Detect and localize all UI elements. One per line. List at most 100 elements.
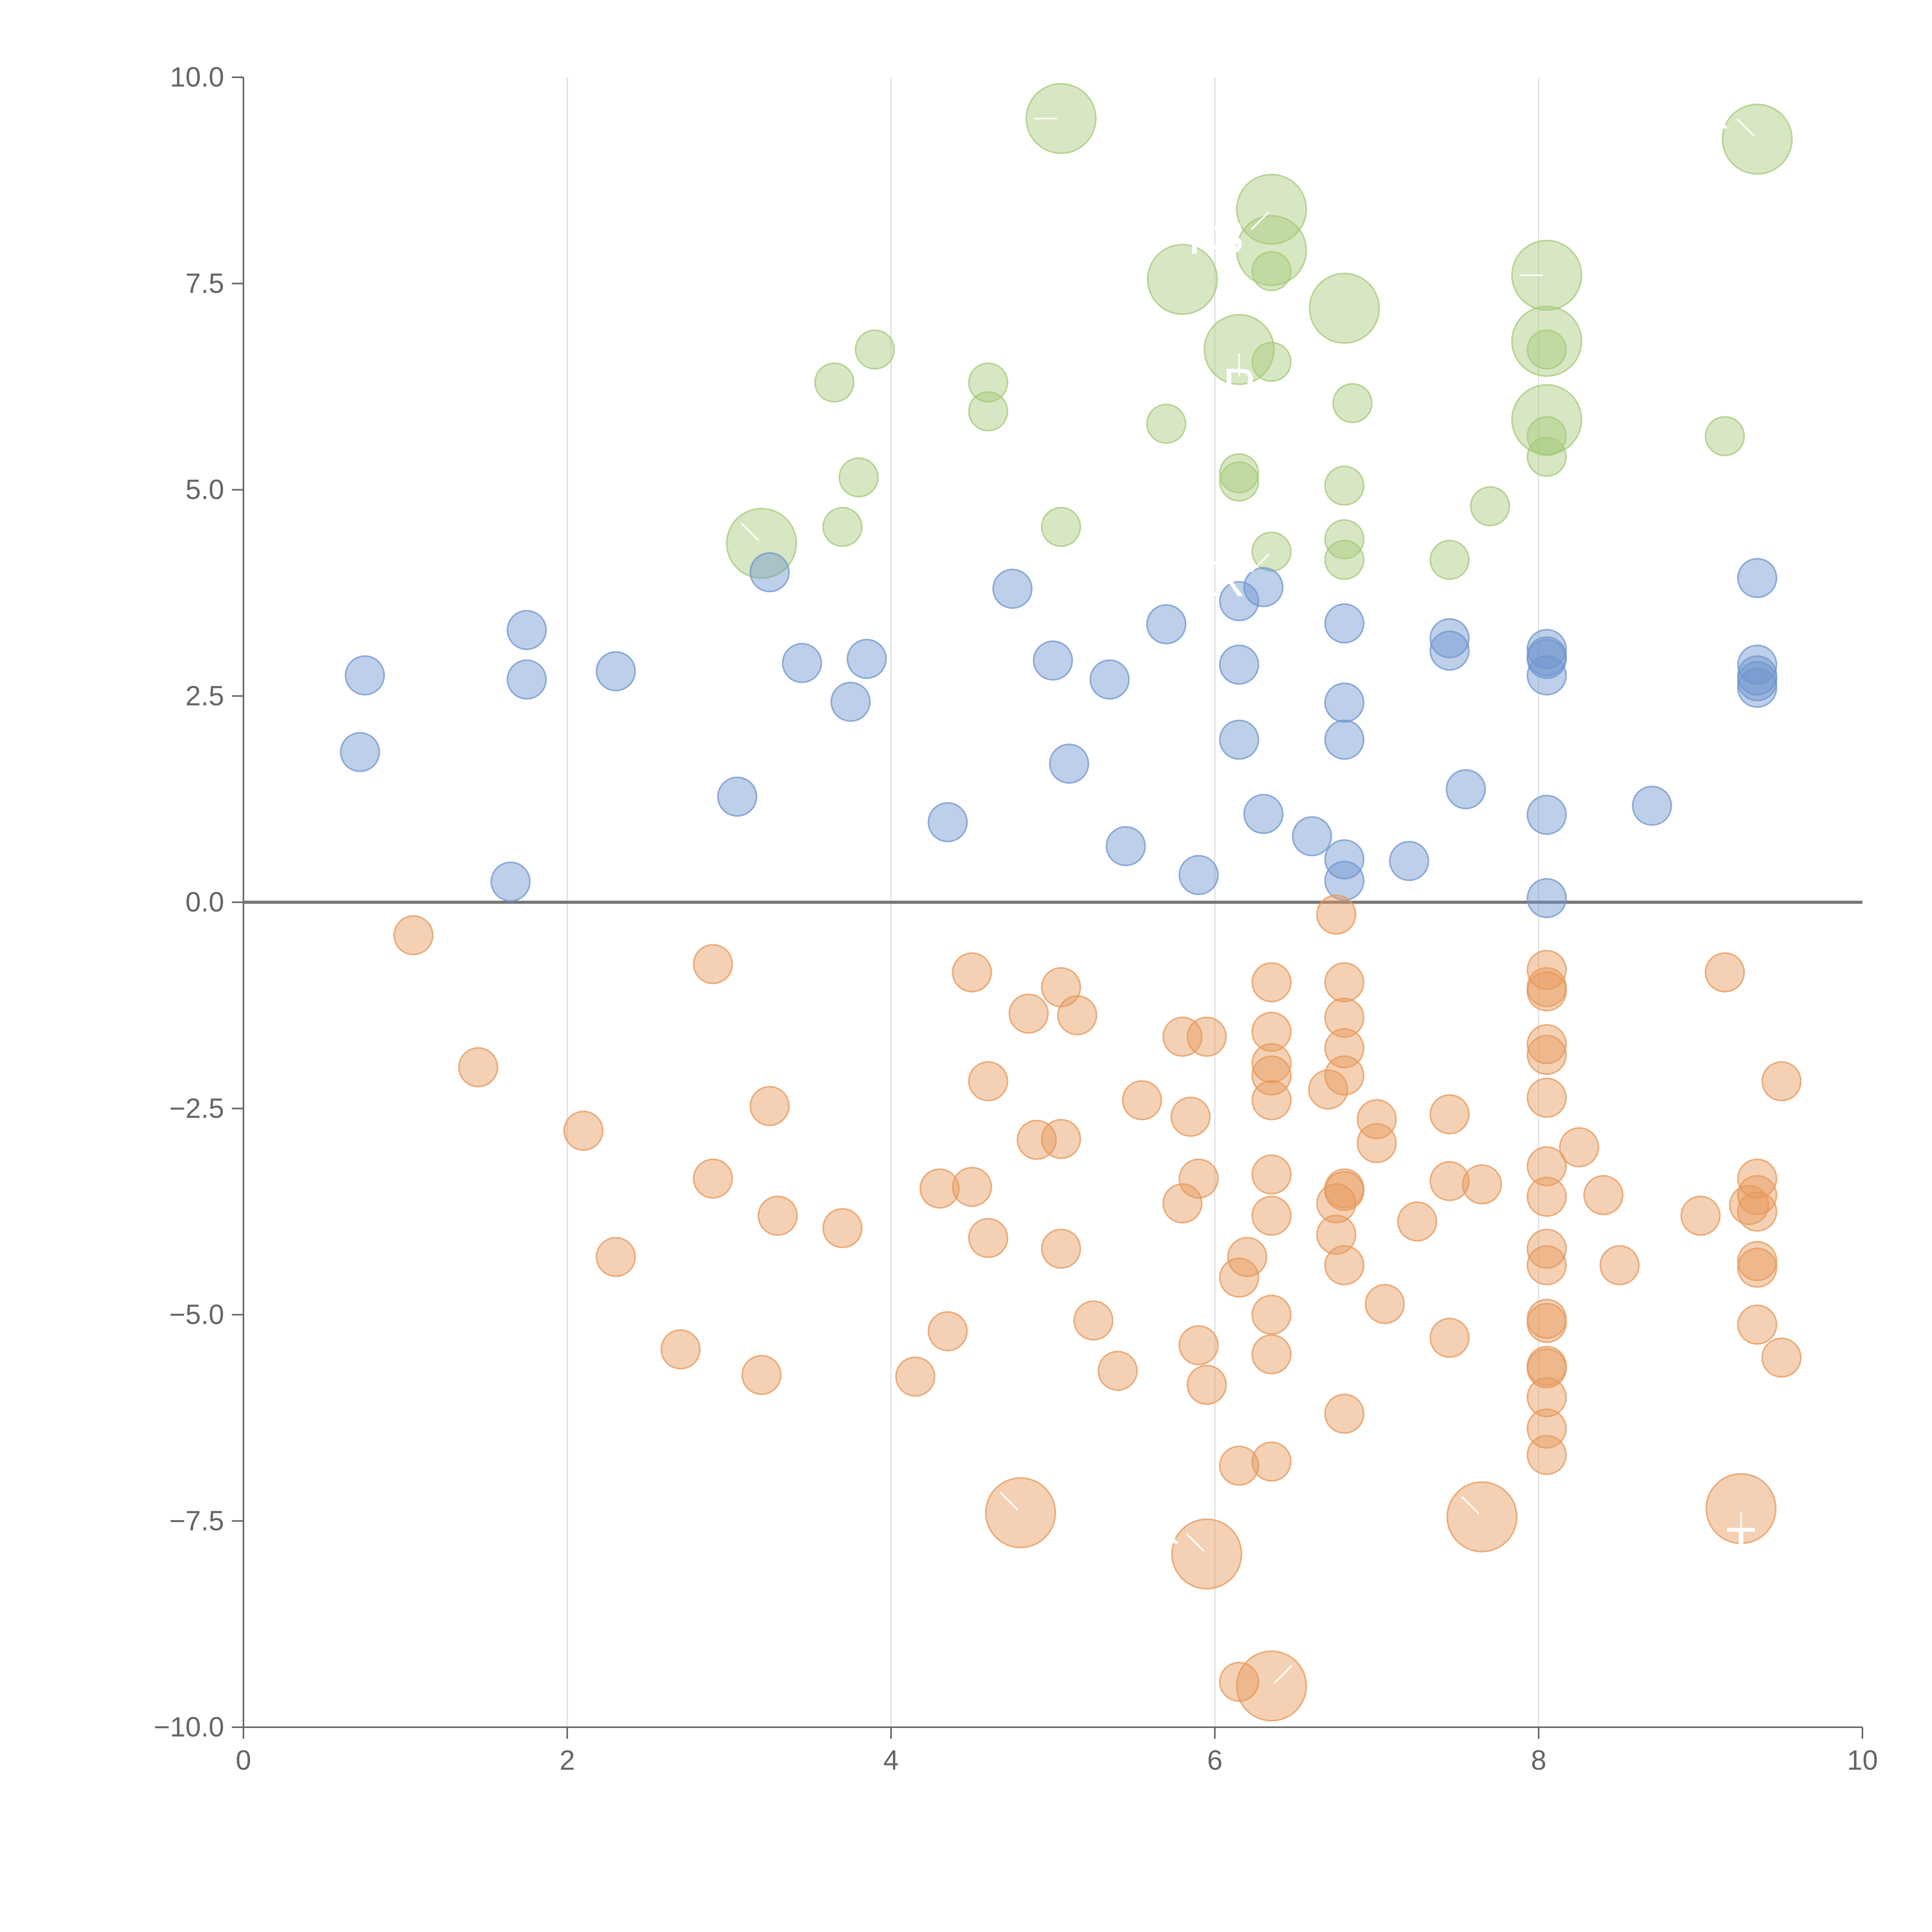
orange-point [1251, 1441, 1292, 1482]
green-point [1219, 461, 1259, 502]
orange-point [1737, 1304, 1777, 1345]
blue-point [749, 552, 790, 592]
orange-point [1251, 1154, 1292, 1195]
blue-point [1089, 659, 1130, 700]
point-label: V [701, 488, 734, 544]
orange-point [1446, 1481, 1518, 1553]
orange-point [1009, 993, 1049, 1034]
x-tick-label: 0 [236, 1745, 251, 1776]
green-point [1526, 329, 1567, 370]
blue-point [1179, 855, 1219, 895]
orange-point [1017, 1119, 1057, 1160]
orange-point [927, 1311, 968, 1352]
orange-point [1429, 1318, 1470, 1358]
green-point [1147, 244, 1218, 315]
orange-point [1429, 1094, 1470, 1134]
y-tick-label: 5.0 [185, 474, 224, 505]
orange-point [1526, 1077, 1567, 1118]
blue-point [1324, 682, 1365, 723]
green-point [1203, 314, 1275, 385]
orange-point [693, 1158, 733, 1199]
blue-point [345, 655, 385, 696]
orange-point [1187, 1364, 1227, 1405]
blue-point [1737, 667, 1777, 708]
blue-point [1737, 645, 1777, 685]
point-label: T [1726, 1518, 1756, 1573]
green-point [1251, 251, 1292, 291]
y-tick-label: 7.5 [185, 268, 224, 299]
orange-point [1162, 1183, 1203, 1224]
orange-point [1219, 1662, 1259, 1702]
orange-point [919, 1168, 960, 1209]
point-label: P [1223, 359, 1255, 414]
green-point [1236, 215, 1307, 286]
green-point [822, 507, 863, 547]
orange-point [1357, 1123, 1397, 1163]
orange-point [1170, 1097, 1211, 1137]
green-point [1429, 539, 1470, 580]
blue-point [1324, 839, 1365, 879]
orange-point [1559, 1127, 1599, 1168]
orange-point [693, 944, 733, 985]
green-point [968, 362, 1009, 403]
blue-point [1324, 603, 1365, 644]
green-point [1324, 539, 1365, 580]
blue-point [1632, 786, 1672, 826]
blue-point [1324, 719, 1365, 760]
blue-point [717, 776, 757, 817]
orange-point [1526, 1228, 1567, 1269]
blue-point [1737, 655, 1777, 696]
point-label: V [1422, 1462, 1454, 1517]
orange-point [1599, 1245, 1640, 1286]
orange-point [1526, 1245, 1567, 1286]
orange-point [1324, 1171, 1365, 1211]
orange-point [595, 1237, 636, 1277]
orange-point [952, 1167, 992, 1207]
orange-point [563, 1111, 604, 1151]
orange-point [1526, 971, 1567, 1012]
orange-point [1429, 1161, 1470, 1201]
orange-point [1308, 1069, 1349, 1110]
green-point [1146, 403, 1187, 444]
green-point [1332, 383, 1373, 423]
blue-point [1033, 640, 1073, 681]
orange-point [1324, 997, 1365, 1038]
green-point [855, 329, 895, 370]
point-label: O [954, 1458, 993, 1513]
orange-point [1041, 1119, 1081, 1159]
orange-point [1057, 995, 1097, 1036]
orange-point [1179, 1158, 1219, 1199]
green-point [1219, 453, 1259, 493]
green-point [1526, 416, 1567, 456]
orange-point [1187, 1017, 1227, 1057]
orange-point [1316, 895, 1357, 935]
green-point [1511, 240, 1582, 311]
orange-point [749, 1086, 790, 1126]
label-leader-line [1250, 554, 1269, 573]
green-point [1324, 465, 1365, 506]
point-label: X [1211, 551, 1244, 607]
blue-point [1389, 841, 1429, 881]
orange-point [1251, 1294, 1292, 1335]
blue-point [1446, 769, 1486, 810]
orange-point [1761, 1337, 1802, 1378]
label-leader-line [1461, 1496, 1480, 1515]
y-tick-label: −10.0 [154, 1712, 224, 1743]
x-tick-label: 10 [1847, 1745, 1878, 1776]
blue-point [1105, 826, 1146, 866]
orange-point [1251, 1043, 1292, 1083]
orange-point [1041, 1228, 1081, 1269]
label-leader-line [1274, 1665, 1293, 1684]
blue-point [1429, 618, 1470, 658]
orange-point [741, 1355, 782, 1395]
blue-point [1526, 878, 1567, 918]
x-tick-label: 2 [560, 1745, 575, 1776]
green-point [838, 457, 879, 498]
orange-point [1073, 1300, 1114, 1341]
green-point [1526, 437, 1567, 477]
green-point [968, 391, 1009, 432]
orange-point [660, 1329, 701, 1370]
orange-point [1526, 1303, 1567, 1343]
